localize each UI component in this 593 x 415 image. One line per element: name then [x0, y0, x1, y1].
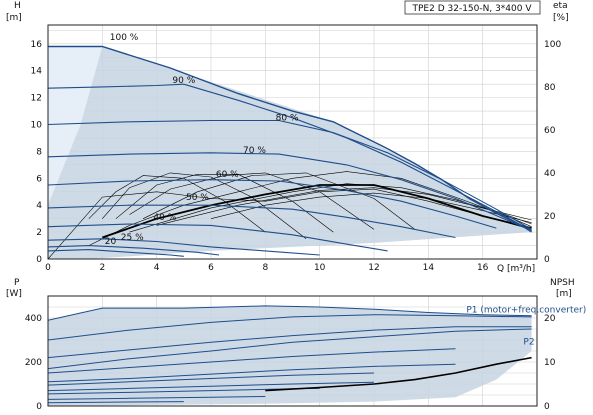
power-curve [47, 363, 456, 383]
p-y-right-axis-label: NPSH [550, 278, 575, 288]
power-curve [47, 401, 184, 404]
head-curve [47, 238, 320, 256]
head-axes-frame [47, 24, 538, 260]
head-curve [47, 119, 532, 230]
x-tick-label: 16 [477, 263, 489, 273]
y-left-tick-label: 8 [36, 147, 42, 157]
x-tick-label: 8 [262, 263, 268, 273]
p-y-left-tick-label: 400 [25, 314, 42, 324]
y-left-tick-label: 14 [31, 67, 43, 77]
power-curve [47, 305, 532, 321]
axes [47, 24, 538, 407]
power-curve [47, 372, 375, 386]
efficiency-curve [129, 183, 532, 233]
y-left-tick-label: 12 [31, 94, 42, 104]
speed-label: 25 % [121, 233, 144, 243]
y-left-axis-label: H [14, 1, 21, 11]
efficiency-curve [102, 184, 532, 239]
efficiency-curve [115, 174, 334, 233]
head-curve [47, 204, 456, 239]
y-left-axis-unit: [m] [6, 13, 22, 23]
speed-label: 20 [105, 237, 117, 247]
head-envelope [48, 46, 532, 259]
speed-label: 70 % [243, 146, 266, 156]
head-curve [47, 83, 532, 232]
efficiency-curve [156, 187, 532, 226]
power-series-label: P1 (motor+freq.converter) [466, 305, 586, 315]
x-tick-label: 4 [154, 263, 160, 273]
head-curve [47, 152, 532, 232]
efficiency-curve [102, 172, 307, 240]
head-curve [48, 45, 532, 233]
head-envelope-light [48, 46, 103, 206]
p-y-left-axis-label: P [14, 278, 20, 288]
head-curve [47, 223, 388, 252]
power-envelope [48, 305, 532, 406]
y-right-tick-label: 20 [544, 212, 556, 222]
x-tick-label: 0 [45, 263, 51, 273]
efficiency-curve [142, 172, 415, 230]
power-curve [47, 314, 532, 341]
efficiency-curve [210, 192, 532, 223]
x-tick-label: 14 [423, 263, 435, 273]
efficiency-curve [47, 188, 532, 260]
y-left-tick-label: 4 [36, 201, 42, 211]
efficiency-curve [88, 171, 532, 246]
speed-label: 100 % [110, 33, 139, 43]
curves [47, 45, 532, 404]
head-curve [47, 179, 497, 229]
x-tick-label: 2 [99, 263, 105, 273]
head-curve [47, 245, 220, 256]
speed-label: 50 % [186, 193, 209, 203]
y-right-tick-label: 0 [544, 255, 550, 265]
power-curve [47, 326, 532, 359]
p-y-left-axis-unit: [W] [6, 289, 22, 299]
head-curve [47, 249, 184, 257]
p-y-right-tick-label: 0 [544, 402, 550, 412]
speed-label: 60 % [216, 170, 239, 180]
y-left-tick-label: 6 [36, 174, 42, 184]
power-curve [47, 396, 266, 400]
p-y-right-tick-label: 20 [544, 314, 556, 324]
x-tick-label: 12 [368, 263, 379, 273]
npsh-curve [265, 356, 532, 392]
power-curve [47, 328, 532, 370]
speed-label: 90 % [172, 76, 195, 86]
y-left-tick-label: 0 [36, 255, 42, 265]
speed-label: 80 % [276, 113, 299, 123]
power-curve [47, 348, 456, 374]
p-y-right-axis-unit: [m] [556, 289, 572, 299]
power-axes-frame [47, 295, 538, 407]
y-left-tick-label: 16 [31, 40, 43, 50]
labels: 0 2 4 6 8 10 12 14 160246810121416020406080100H[… [6, 1, 586, 412]
power-series-label: P2 [523, 337, 534, 347]
x-axis-label: Q [m³/h] [497, 264, 535, 274]
y-right-axis-label: eta [553, 1, 568, 11]
p-y-left-tick-label: 200 [25, 358, 42, 368]
p-y-left-tick-label: 0 [36, 402, 42, 412]
y-left-tick-label: 2 [36, 228, 42, 238]
title-box [404, 0, 541, 15]
x-tick-label: 6 [208, 263, 214, 273]
y-right-tick-label: 60 [544, 126, 556, 136]
y-right-axis-unit: [%] [553, 13, 569, 23]
x-tick-label: 10 [314, 263, 326, 273]
speed-label: 40 % [153, 213, 176, 223]
power-curve [47, 381, 375, 392]
efficiency-curve [129, 172, 375, 230]
y-left-tick-label: 10 [31, 121, 43, 131]
y-right-tick-label: 40 [544, 169, 556, 179]
chart-title: TPE2 D 32-150-N, 3*400 V [412, 4, 533, 14]
y-right-tick-label: 80 [544, 83, 556, 93]
p-y-right-tick-label: 10 [544, 358, 556, 368]
y-right-tick-label: 100 [544, 40, 561, 50]
